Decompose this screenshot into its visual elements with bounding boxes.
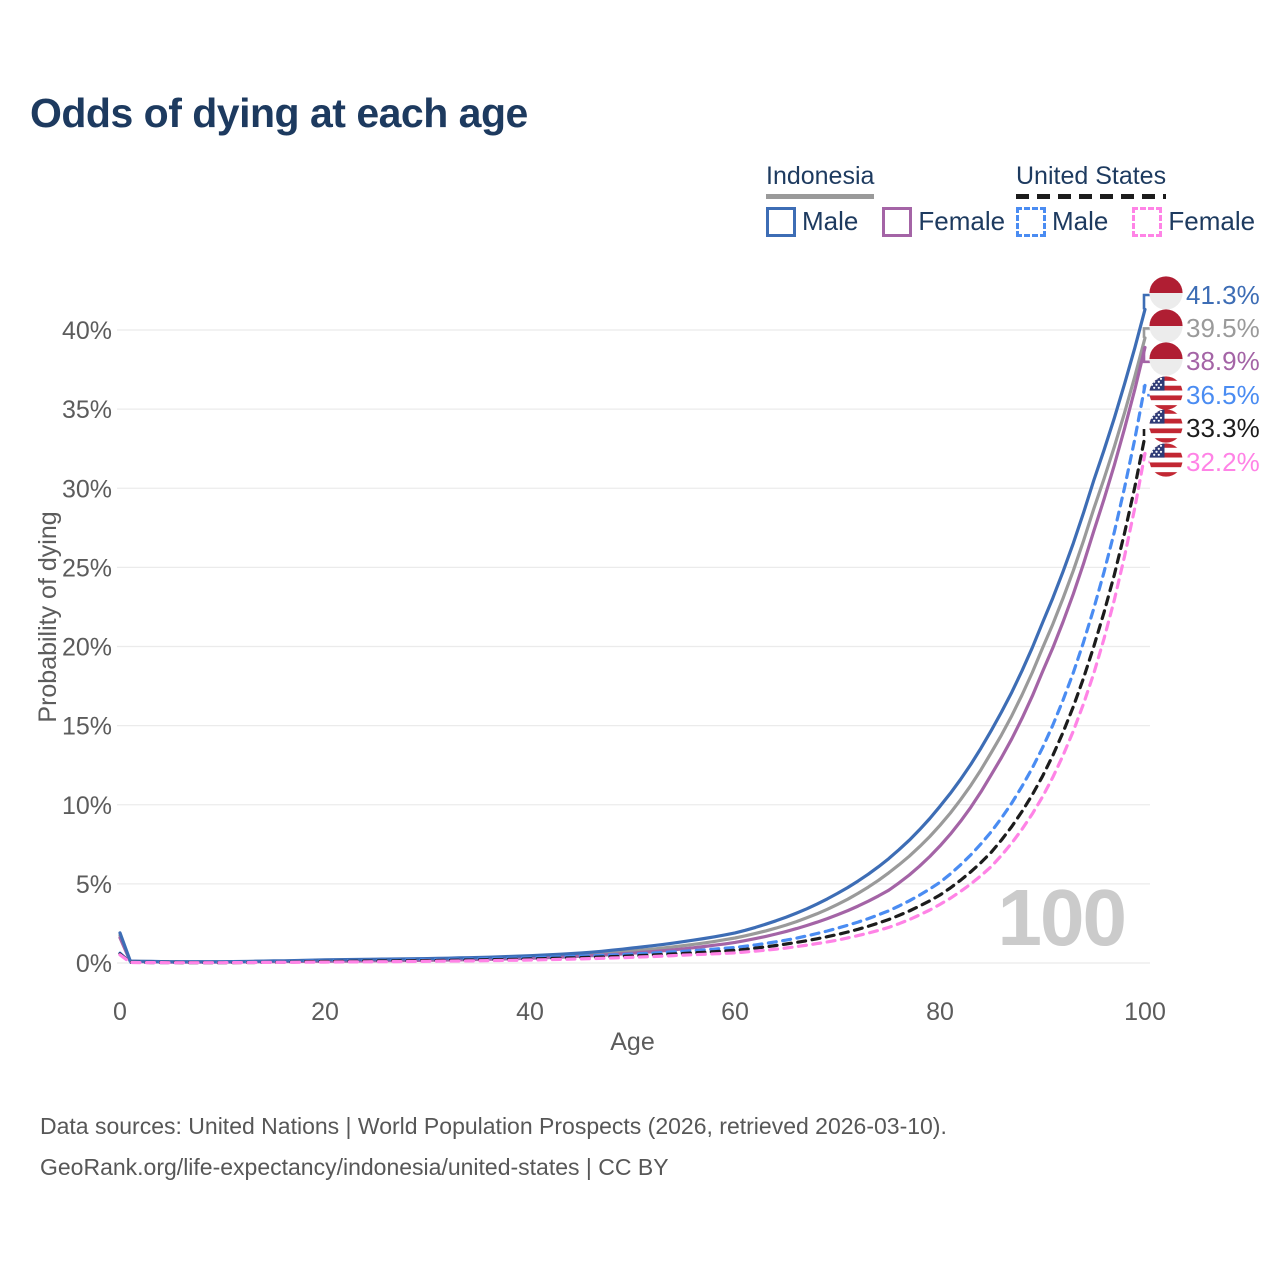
flag-icon-united-states (1149, 376, 1183, 415)
page-title: Odds of dying at each age (30, 90, 528, 136)
legend-label-us-female: Female (1168, 206, 1256, 236)
legend-country-united-states-label: United States (1016, 162, 1167, 190)
end-label-united-states-male: 36.5% (1149, 376, 1260, 415)
legend-label-indonesia-male: Male (802, 206, 859, 236)
end-label-value: 36.5% (1186, 379, 1260, 410)
x-tick-20: 20 (311, 998, 339, 1026)
legend-country-indonesia[interactable]: Indonesia (766, 162, 875, 199)
end-label-united-states-female: 32.2% (1149, 442, 1260, 482)
x-tick-80: 80 (926, 998, 954, 1026)
legend-swatch-indonesia-female (882, 206, 913, 237)
end-label-united-states-both: 33.3% (1149, 409, 1260, 448)
y-tick-30: 30% (62, 475, 112, 503)
legend-country-united-states[interactable]: United States (1016, 162, 1167, 199)
flag-icon-united-states (1149, 442, 1183, 482)
flag-icon-indonesia (1149, 309, 1183, 348)
legend-group-united-states: United States Male Female (1016, 162, 1255, 237)
legend-item-us-female[interactable]: Female (1132, 206, 1255, 237)
legend-label-indonesia-female: Female (918, 206, 1006, 236)
x-axis-title: Age (610, 1028, 654, 1056)
end-label-indonesia-female: 38.9% (1149, 342, 1260, 381)
end-label-value: 39.5% (1186, 312, 1260, 343)
x-tick-60: 60 (721, 998, 749, 1026)
legend-country-indonesia-label: Indonesia (766, 162, 875, 190)
legend-item-indonesia-female[interactable]: Female (882, 206, 1005, 237)
end-label-indonesia-both: 39.5% (1149, 309, 1260, 348)
legend-group-indonesia: Indonesia Male Female (766, 162, 1005, 237)
end-label-value: 32.2% (1186, 446, 1260, 477)
footer-attribution: GeoRank.org/life-expectancy/indonesia/un… (40, 1154, 669, 1180)
end-label-value: 38.9% (1186, 346, 1260, 377)
x-tick-40: 40 (516, 998, 544, 1026)
y-tick-20: 20% (62, 634, 112, 662)
legend-label-us-male: Male (1052, 206, 1109, 236)
legend-line-swatch-united-states (1016, 194, 1167, 199)
end-label-value: 41.3% (1186, 279, 1260, 310)
legend-item-indonesia-male[interactable]: Male (766, 206, 858, 237)
x-tick-0: 0 (113, 998, 127, 1026)
flag-icon-indonesia (1149, 275, 1183, 315)
x-tick-100: 100 (1124, 998, 1166, 1026)
y-tick-40: 40% (62, 317, 112, 345)
end-label-value: 33.3% (1186, 413, 1260, 444)
flag-icon-united-states (1149, 409, 1183, 448)
y-axis-title: Probability of dying (34, 511, 62, 722)
y-tick-10: 10% (62, 792, 112, 820)
footer: Data sources: United Nations | World Pop… (40, 1106, 947, 1188)
legend-line-swatch-indonesia (766, 194, 875, 199)
y-tick-0: 0% (76, 950, 112, 978)
legend-swatch-indonesia-male (766, 206, 796, 237)
legend-swatch-us-male (1016, 206, 1046, 237)
flag-icon-indonesia (1149, 342, 1183, 381)
legend-swatch-us-female (1132, 206, 1163, 237)
y-tick-25: 25% (62, 554, 112, 582)
y-tick-15: 15% (62, 713, 112, 741)
end-label-indonesia-male: 41.3% (1149, 275, 1260, 315)
y-tick-35: 35% (62, 396, 112, 424)
legend-item-us-male[interactable]: Male (1016, 206, 1108, 237)
y-tick-5: 5% (76, 871, 112, 899)
footer-data-sources: Data sources: United Nations | World Pop… (40, 1113, 947, 1139)
chart-plot-area[interactable] (120, 283, 1150, 965)
